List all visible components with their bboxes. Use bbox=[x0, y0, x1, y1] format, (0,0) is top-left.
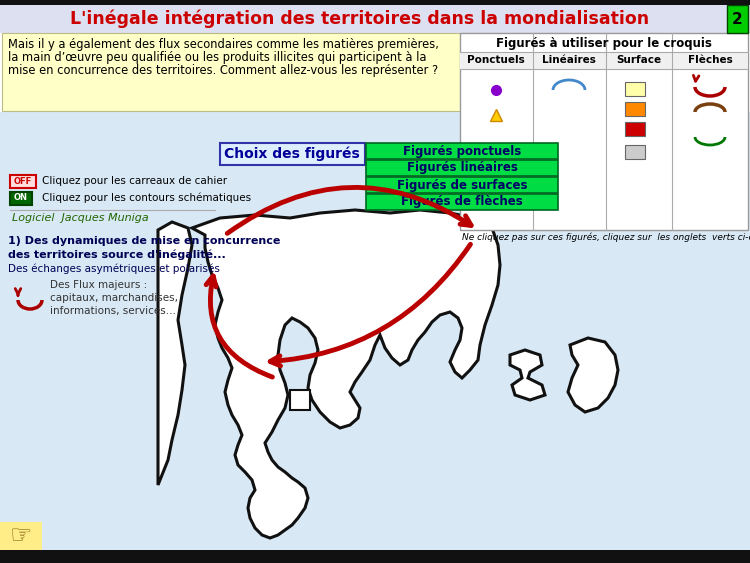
Polygon shape bbox=[192, 210, 500, 538]
Bar bbox=[625, 145, 645, 159]
Text: Mais il y a également des flux secondaires comme les matières premières,: Mais il y a également des flux secondair… bbox=[8, 38, 439, 51]
Bar bbox=[0, 5, 750, 33]
Text: mise en concurrence des territoires. Comment allez-vous les représenter ?: mise en concurrence des territoires. Com… bbox=[8, 64, 438, 77]
Text: Cliquez pour les contours schématiques: Cliquez pour les contours schématiques bbox=[42, 193, 251, 203]
Bar bbox=[10, 175, 36, 188]
Text: L'inégale intégration des territoires dans la mondialisation: L'inégale intégration des territoires da… bbox=[70, 10, 650, 28]
Polygon shape bbox=[568, 338, 618, 412]
Text: Figurés linéaires: Figurés linéaires bbox=[406, 162, 517, 175]
Text: capitaux, marchandises,: capitaux, marchandises, bbox=[50, 293, 178, 303]
Text: la main d’œuvre peu qualifiée ou les produits illicites qui participent à la: la main d’œuvre peu qualifiée ou les pro… bbox=[8, 51, 427, 64]
Bar bbox=[366, 194, 558, 210]
Bar bbox=[625, 102, 645, 116]
Polygon shape bbox=[290, 390, 310, 410]
Bar bbox=[0, 522, 42, 550]
Bar bbox=[220, 143, 365, 165]
Text: ON: ON bbox=[14, 194, 28, 203]
Bar bbox=[460, 33, 748, 230]
Text: Des Flux majeurs :: Des Flux majeurs : bbox=[50, 280, 147, 290]
Text: Figurés de flèches: Figurés de flèches bbox=[401, 195, 523, 208]
Text: 1) Des dynamiques de mise en concurrence: 1) Des dynamiques de mise en concurrence bbox=[8, 236, 280, 246]
Text: Ponctuels: Ponctuels bbox=[467, 55, 525, 65]
Text: Logiciel  Jacques Muniga: Logiciel Jacques Muniga bbox=[12, 213, 148, 223]
Text: 2: 2 bbox=[732, 11, 742, 26]
Bar bbox=[366, 160, 558, 176]
Bar bbox=[2, 33, 657, 111]
Text: Choix des figurés: Choix des figurés bbox=[224, 147, 360, 161]
Bar bbox=[0, 112, 750, 550]
Text: Figurés de surfaces: Figurés de surfaces bbox=[397, 178, 527, 191]
Bar bbox=[460, 52, 748, 69]
Bar bbox=[366, 177, 558, 193]
Text: Cliquez pour les carreaux de cahier: Cliquez pour les carreaux de cahier bbox=[42, 176, 227, 186]
Text: informations, services...: informations, services... bbox=[50, 306, 176, 316]
Text: Linéaires: Linéaires bbox=[542, 55, 596, 65]
Text: Ne cliquez pas sur ces figurés, cliquez sur  les onglets  verts ci-contre: Ne cliquez pas sur ces figurés, cliquez … bbox=[462, 232, 750, 242]
Bar bbox=[366, 143, 558, 159]
Bar bbox=[727, 5, 748, 33]
Text: ©JACQUES GEOGRAPHIE MUNIGA: ©JACQUES GEOGRAPHIE MUNIGA bbox=[100, 552, 227, 561]
Text: ☞: ☞ bbox=[10, 524, 32, 548]
Text: Figurés à utiliser pour le croquis: Figurés à utiliser pour le croquis bbox=[496, 38, 712, 51]
Bar bbox=[0, 0, 750, 5]
Text: Surface: Surface bbox=[616, 55, 662, 65]
Bar bbox=[0, 550, 750, 563]
Text: Figurés ponctuels: Figurés ponctuels bbox=[403, 145, 521, 158]
Text: Des échanges asymétriques et polarisés: Des échanges asymétriques et polarisés bbox=[8, 263, 220, 274]
Bar bbox=[10, 192, 32, 205]
Text: Flèches: Flèches bbox=[688, 55, 732, 65]
Bar bbox=[625, 82, 645, 96]
Text: OFF: OFF bbox=[13, 176, 32, 185]
Text: des territoires source d'inégalité...: des territoires source d'inégalité... bbox=[8, 249, 226, 260]
Polygon shape bbox=[510, 350, 545, 400]
Text: http://geographie-muniga.org: http://geographie-muniga.org bbox=[420, 552, 534, 561]
Bar bbox=[625, 122, 645, 136]
Polygon shape bbox=[158, 222, 192, 485]
